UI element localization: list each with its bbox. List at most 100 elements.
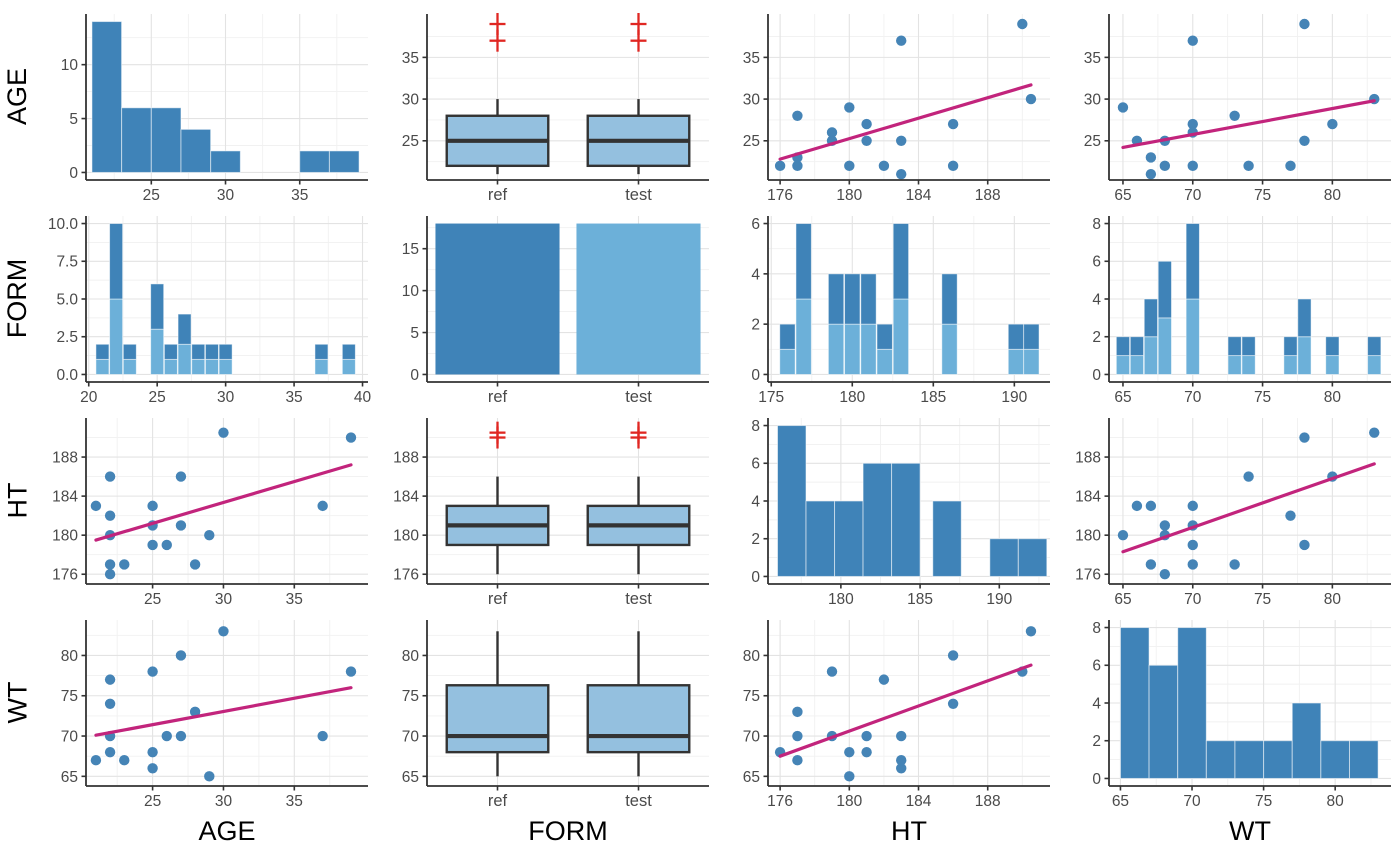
svg-text:5.0: 5.0 bbox=[56, 291, 78, 308]
svg-text:176: 176 bbox=[767, 793, 793, 810]
ht-histogram-chart: 180 185 190 0 2 4 6 8 bbox=[718, 410, 1059, 612]
svg-text:0: 0 bbox=[1092, 771, 1101, 788]
svg-text:175: 175 bbox=[758, 389, 784, 406]
svg-text:4: 4 bbox=[1092, 695, 1101, 712]
svg-text:80: 80 bbox=[1324, 187, 1342, 204]
svg-text:2.5: 2.5 bbox=[56, 329, 78, 346]
svg-text:30: 30 bbox=[1084, 92, 1102, 109]
svg-text:80: 80 bbox=[1327, 793, 1345, 810]
svg-text:5: 5 bbox=[410, 325, 419, 342]
panel-age-age: 25 30 35 0 5 10 bbox=[36, 6, 377, 208]
svg-text:80: 80 bbox=[1324, 591, 1342, 608]
col-label-ht: HT bbox=[718, 814, 1059, 858]
svg-text:ref: ref bbox=[488, 590, 508, 608]
panel-age-form: ref test 25 30 35 bbox=[377, 6, 718, 208]
svg-text:6: 6 bbox=[1092, 658, 1101, 675]
svg-text:10: 10 bbox=[402, 283, 420, 300]
svg-text:80: 80 bbox=[61, 648, 79, 665]
svg-text:25: 25 bbox=[402, 133, 419, 150]
panel-form-form: ref test 0 5 10 15 bbox=[377, 208, 718, 410]
svg-text:30: 30 bbox=[215, 793, 233, 810]
svg-text:80: 80 bbox=[402, 648, 420, 665]
svg-text:70: 70 bbox=[1183, 793, 1201, 810]
svg-text:65: 65 bbox=[402, 769, 419, 786]
svg-text:35: 35 bbox=[286, 793, 303, 810]
svg-text:test: test bbox=[625, 388, 652, 406]
svg-text:70: 70 bbox=[1184, 389, 1202, 406]
svg-text:30: 30 bbox=[215, 591, 233, 608]
svg-text:6: 6 bbox=[751, 216, 760, 233]
svg-text:184: 184 bbox=[52, 489, 78, 506]
svg-text:test: test bbox=[625, 186, 652, 204]
svg-text:180: 180 bbox=[52, 528, 78, 545]
panel-ht-form: ref test 176 180 184 188 bbox=[377, 410, 718, 612]
svg-text:184: 184 bbox=[1075, 489, 1101, 506]
svg-text:75: 75 bbox=[1255, 793, 1272, 810]
row-label-ht-text: HT bbox=[2, 482, 33, 518]
col-label-ht-text: HT bbox=[891, 816, 927, 846]
svg-text:65: 65 bbox=[1114, 591, 1131, 608]
svg-text:30: 30 bbox=[217, 389, 235, 406]
svg-text:25: 25 bbox=[143, 187, 160, 204]
svg-text:70: 70 bbox=[1184, 591, 1202, 608]
svg-text:176: 176 bbox=[1075, 567, 1101, 584]
svg-text:35: 35 bbox=[1084, 50, 1101, 67]
svg-text:75: 75 bbox=[402, 688, 419, 705]
svg-text:0: 0 bbox=[751, 569, 760, 586]
svg-text:ref: ref bbox=[488, 186, 508, 204]
svg-text:188: 188 bbox=[1075, 449, 1101, 466]
svg-text:70: 70 bbox=[402, 728, 420, 745]
row-label-age-text: AGE bbox=[2, 67, 33, 125]
svg-text:65: 65 bbox=[1112, 793, 1129, 810]
svg-text:70: 70 bbox=[61, 728, 79, 745]
svg-text:0: 0 bbox=[751, 367, 760, 384]
row-label-wt-text: WT bbox=[2, 681, 33, 723]
panel-wt-ht: 176 180 184 188 65 70 75 80 bbox=[718, 612, 1059, 814]
svg-text:2: 2 bbox=[751, 317, 760, 334]
svg-text:0.0: 0.0 bbox=[56, 367, 78, 384]
ht-by-form-boxplot-chart: ref test 176 180 184 188 bbox=[377, 410, 718, 612]
svg-text:180: 180 bbox=[1075, 528, 1101, 545]
svg-text:20: 20 bbox=[80, 389, 98, 406]
svg-text:25: 25 bbox=[144, 793, 161, 810]
svg-text:0: 0 bbox=[69, 165, 78, 182]
panel-wt-wt: 65 70 75 80 0 2 4 6 8 bbox=[1059, 612, 1400, 814]
svg-text:4: 4 bbox=[751, 493, 760, 510]
ht-vs-age-scatter-chart: 25 30 35 176 180 184 188 bbox=[36, 410, 377, 612]
svg-text:188: 188 bbox=[975, 187, 1001, 204]
svg-text:35: 35 bbox=[402, 50, 419, 67]
svg-text:188: 188 bbox=[393, 449, 419, 466]
svg-text:30: 30 bbox=[402, 92, 420, 109]
svg-text:35: 35 bbox=[291, 187, 308, 204]
svg-text:188: 188 bbox=[52, 449, 78, 466]
svg-text:80: 80 bbox=[743, 648, 761, 665]
svg-text:30: 30 bbox=[743, 92, 761, 109]
col-label-form: FORM bbox=[377, 814, 718, 858]
svg-text:ref: ref bbox=[488, 792, 508, 810]
age-histogram-chart: 25 30 35 0 5 10 bbox=[36, 6, 377, 208]
row-label-wt: WT bbox=[0, 612, 36, 814]
svg-text:180: 180 bbox=[836, 187, 862, 204]
svg-text:75: 75 bbox=[1254, 389, 1271, 406]
svg-text:2: 2 bbox=[751, 531, 760, 548]
svg-text:10.0: 10.0 bbox=[48, 216, 79, 233]
svg-text:10: 10 bbox=[61, 57, 79, 74]
wt-vs-ht-scatter-chart: 176 180 184 188 65 70 75 80 bbox=[718, 612, 1059, 814]
svg-text:188: 188 bbox=[975, 793, 1001, 810]
svg-text:8: 8 bbox=[1092, 216, 1101, 233]
ht-by-form-stacked-histogram-chart: 175 180 185 190 0 2 4 6 bbox=[718, 208, 1059, 410]
svg-text:185: 185 bbox=[907, 591, 933, 608]
svg-text:30: 30 bbox=[217, 187, 235, 204]
svg-text:8: 8 bbox=[751, 418, 760, 435]
svg-text:180: 180 bbox=[839, 389, 865, 406]
row-label-age: AGE bbox=[0, 6, 36, 208]
age-vs-wt-scatter-chart: 65 70 75 80 25 30 35 bbox=[1059, 6, 1400, 208]
svg-text:35: 35 bbox=[286, 591, 303, 608]
ht-vs-wt-scatter-chart: 65 70 75 80 176 180 184 188 bbox=[1059, 410, 1400, 612]
svg-text:184: 184 bbox=[393, 489, 419, 506]
panel-form-wt: 65 70 75 80 0 2 4 6 8 bbox=[1059, 208, 1400, 410]
age-by-form-boxplot-chart: ref test 25 30 35 bbox=[377, 6, 718, 208]
age-by-form-stacked-histogram-chart: 20 25 30 35 40 0.0 2.5 5.0 7.5 10.0 bbox=[36, 208, 377, 410]
svg-text:6: 6 bbox=[1092, 254, 1101, 271]
svg-text:65: 65 bbox=[1114, 187, 1131, 204]
